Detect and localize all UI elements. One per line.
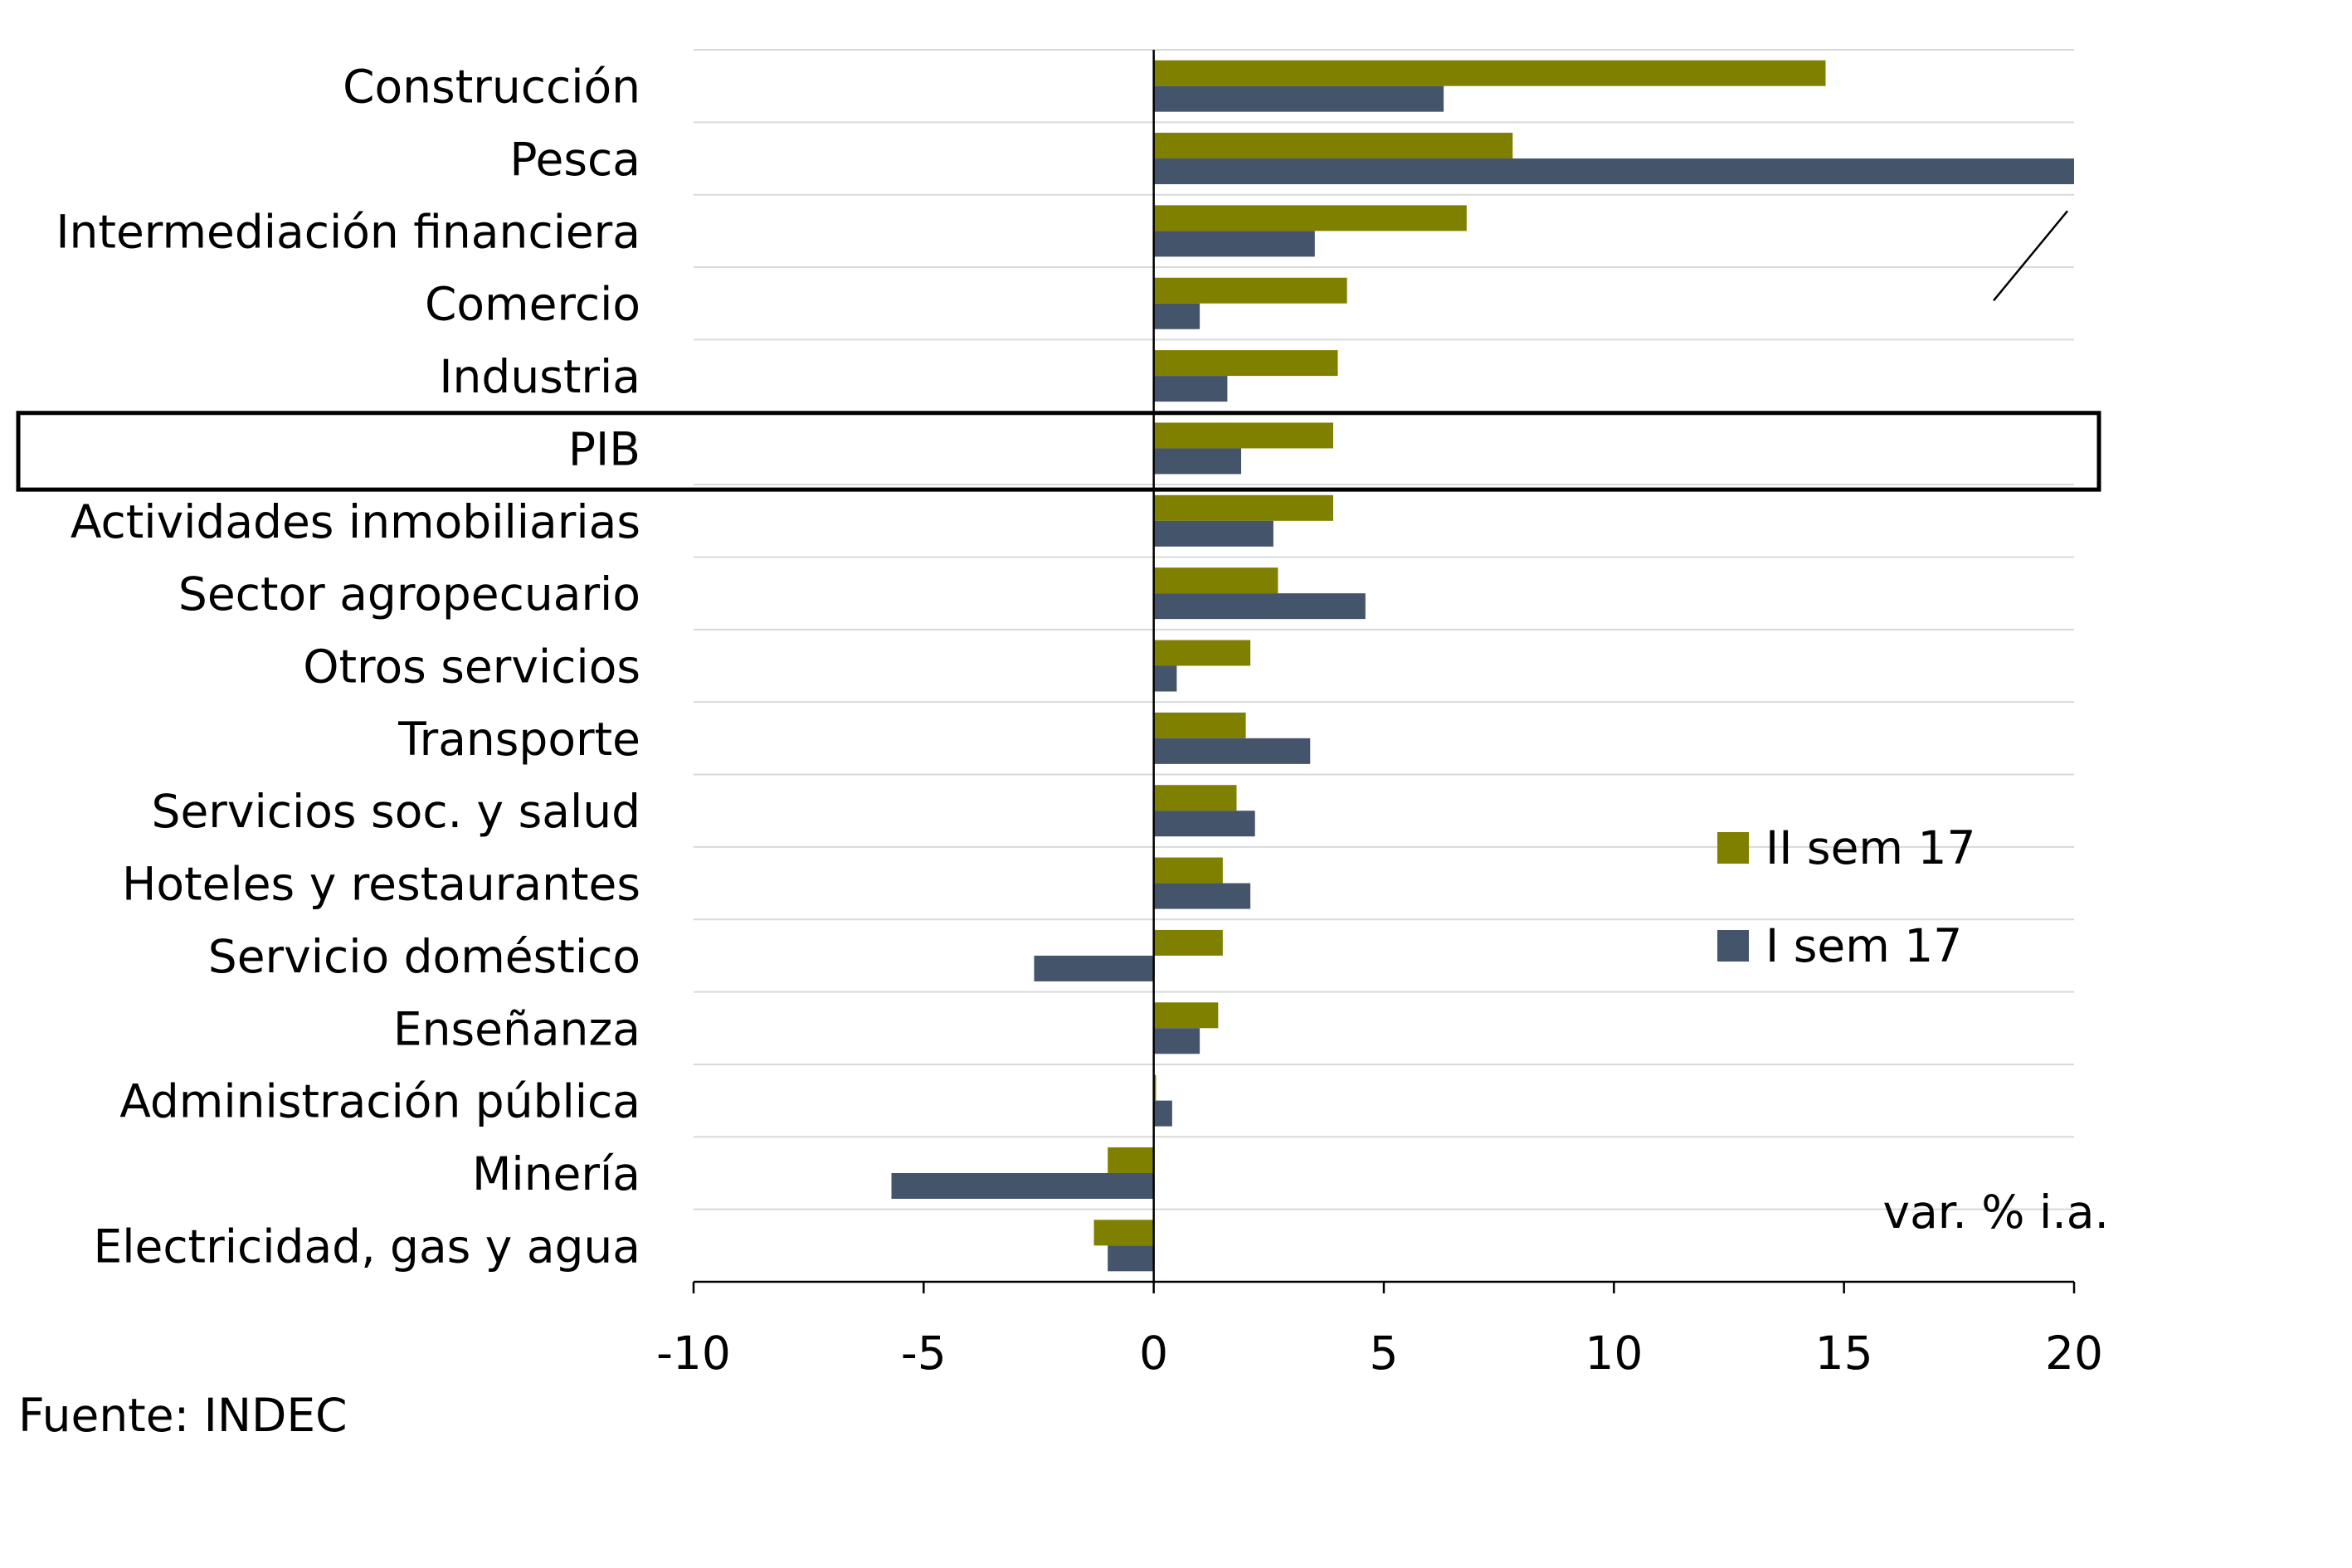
- category-label: Comercio: [425, 278, 640, 331]
- category-label: Otros servicios: [303, 640, 640, 694]
- x-axis: -10 -5 0 5 10 15 20: [656, 50, 2103, 1380]
- x-tick-label: -5: [901, 1327, 947, 1380]
- category-labels: Construcción Pesca Intermediación financie…: [56, 61, 640, 1273]
- bar-ii-sem-17: [1153, 494, 1333, 521]
- category-label: Transporte: [397, 713, 640, 766]
- legend: II sem 17 I sem 17: [1717, 821, 1975, 972]
- x-tick-label: -10: [656, 1327, 731, 1380]
- bar-ii-sem-17: [1153, 205, 1467, 231]
- bar-ii-sem-17: [1153, 712, 1246, 738]
- bar-i-sem-17: [1153, 665, 1177, 692]
- bar-ii-sem-17: [1153, 422, 1333, 449]
- x-tick-label: 20: [2045, 1327, 2103, 1380]
- gridlines: [694, 49, 2074, 1283]
- bar-i-sem-17: [1153, 303, 1200, 329]
- bar-i-sem-17: [1153, 738, 1311, 764]
- legend-label: II sem 17: [1765, 821, 1975, 874]
- source-note: Fuente: INDEC: [18, 1389, 347, 1442]
- bars: [891, 60, 2074, 1272]
- bar-i-sem-17: [1153, 1028, 1200, 1054]
- bar-i-sem-17: [1153, 231, 1315, 257]
- bar-ii-sem-17: [1153, 350, 1338, 377]
- bar-i-sem-17: [1153, 158, 2074, 185]
- bar-i-sem-17: [891, 1172, 1154, 1199]
- bar-i-sem-17: [1153, 883, 1251, 909]
- category-label: Hoteles y restaurantes: [122, 858, 640, 911]
- legend-label: I sem 17: [1765, 919, 1962, 972]
- x-tick-label: 0: [1139, 1327, 1168, 1380]
- category-label: Intermediación financiera: [56, 205, 640, 258]
- bar-i-sem-17: [1153, 85, 1444, 112]
- bar-i-sem-17: [1153, 376, 1228, 402]
- category-label: Actividades inmobiliarias: [71, 495, 640, 548]
- legend-swatch: [1717, 832, 1749, 864]
- bar-ii-sem-17: [1153, 1074, 1157, 1101]
- category-label: Electricidad, gas y agua: [93, 1220, 640, 1273]
- bar-ii-sem-17: [1093, 1220, 1154, 1246]
- truncation-marker: [1993, 210, 2068, 302]
- bar-ii-sem-17: [1153, 567, 1278, 594]
- x-tick-label: 15: [1815, 1327, 1873, 1380]
- category-label: Servicios soc. y salud: [152, 785, 640, 838]
- annotations: var. % i.a. Fuente: INDEC: [16, 210, 2109, 1442]
- bar-ii-sem-17: [1153, 785, 1237, 811]
- category-label: Industria: [439, 350, 640, 403]
- legend-swatch: [1717, 930, 1749, 962]
- category-label: Sector agropecuario: [178, 567, 640, 621]
- bar-i-sem-17: [1108, 1245, 1154, 1272]
- x-tick-label: 10: [1585, 1327, 1643, 1380]
- bar-ii-sem-17: [1153, 640, 1251, 666]
- bar-i-sem-17: [1153, 448, 1242, 475]
- bar-ii-sem-17: [1153, 929, 1223, 956]
- bar-ii-sem-17: [1153, 857, 1223, 884]
- category-label: Servicio doméstico: [208, 930, 640, 983]
- bar-i-sem-17: [1153, 1100, 1172, 1127]
- category-label: Administración pública: [119, 1075, 640, 1128]
- unit-label: var. % i.a.: [1883, 1186, 2109, 1239]
- category-label: Enseñanza: [393, 1002, 640, 1055]
- bar-ii-sem-17: [1153, 60, 1826, 86]
- bar-ii-sem-17: [1153, 1002, 1219, 1029]
- category-label: Pesca: [509, 133, 640, 186]
- bar-i-sem-17: [1153, 520, 1273, 547]
- bar-i-sem-17: [1153, 811, 1255, 837]
- category-label: Construcción: [343, 61, 640, 114]
- category-label: PIB: [568, 422, 640, 475]
- bar-i-sem-17: [1153, 593, 1366, 620]
- bar-ii-sem-17: [1153, 133, 1513, 159]
- bar-ii-sem-17: [1108, 1147, 1154, 1173]
- bar-ii-sem-17: [1153, 277, 1347, 304]
- highlight-box-pib: [16, 411, 2101, 492]
- x-tick-label: 5: [1370, 1327, 1399, 1380]
- bar-i-sem-17: [1034, 955, 1154, 981]
- category-label: Minería: [472, 1147, 640, 1200]
